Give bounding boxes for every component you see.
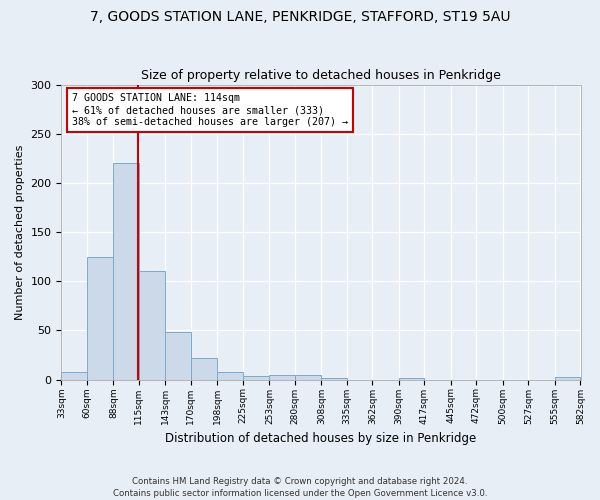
Bar: [217, 372, 243, 380]
Text: 7 GOODS STATION LANE: 114sqm
← 61% of detached houses are smaller (333)
38% of s: 7 GOODS STATION LANE: 114sqm ← 61% of de…: [72, 94, 348, 126]
Bar: [139, 272, 166, 380]
Bar: [295, 374, 322, 380]
Title: Size of property relative to detached houses in Penkridge: Size of property relative to detached ho…: [141, 69, 501, 82]
Bar: [191, 358, 217, 380]
Bar: [555, 376, 580, 380]
Bar: [243, 376, 269, 380]
X-axis label: Distribution of detached houses by size in Penkridge: Distribution of detached houses by size …: [166, 432, 476, 445]
Bar: [399, 378, 424, 380]
Text: Contains HM Land Registry data © Crown copyright and database right 2024.
Contai: Contains HM Land Registry data © Crown c…: [113, 476, 487, 498]
Bar: [269, 374, 295, 380]
Bar: [166, 332, 191, 380]
Y-axis label: Number of detached properties: Number of detached properties: [15, 144, 25, 320]
Bar: [322, 378, 347, 380]
Text: 7, GOODS STATION LANE, PENKRIDGE, STAFFORD, ST19 5AU: 7, GOODS STATION LANE, PENKRIDGE, STAFFO…: [90, 10, 510, 24]
Bar: [113, 163, 139, 380]
Bar: [87, 256, 113, 380]
Bar: [61, 372, 87, 380]
